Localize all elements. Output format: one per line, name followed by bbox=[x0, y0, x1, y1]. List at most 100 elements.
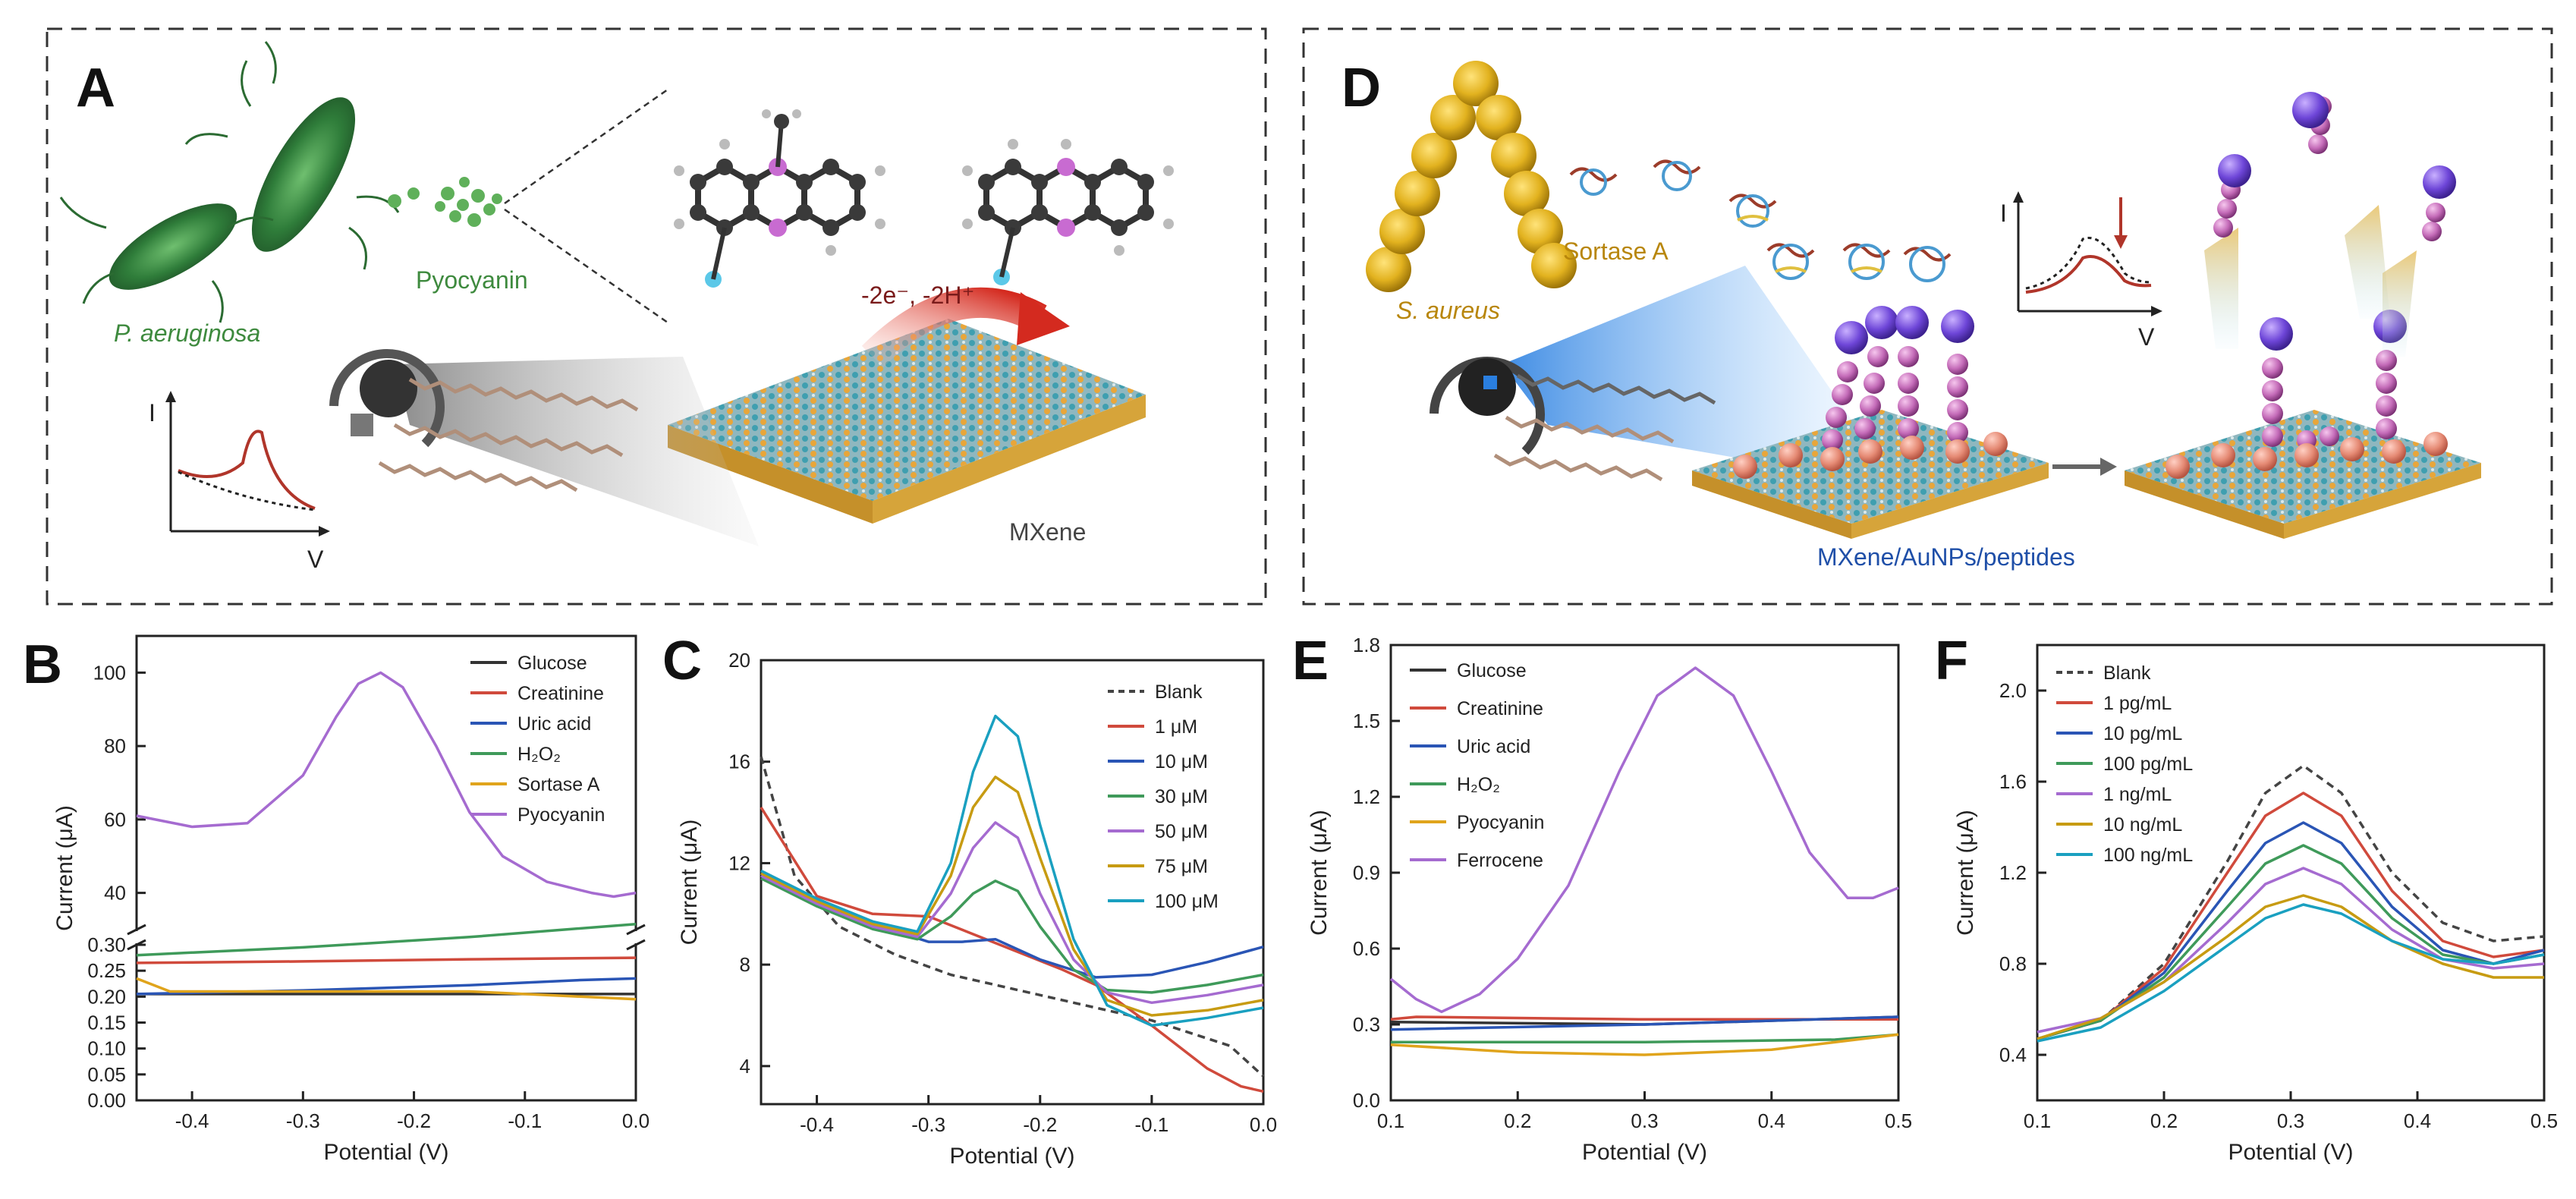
chart-f: F 0.1 0.2 0.3 0.4 0.5 Potential (V) Current (μ… bbox=[1935, 631, 2558, 1165]
s-aureus-illustration bbox=[1366, 61, 1577, 292]
electrode-wires-a bbox=[378, 377, 639, 493]
y-axis-label: Current (μA) bbox=[1307, 810, 1332, 936]
legend-item: 75 μM bbox=[1155, 856, 1208, 877]
x-tick-label: 0.3 bbox=[2277, 1109, 2304, 1132]
legend-item: Ferrocene bbox=[1457, 850, 1543, 871]
panel-letter-b: B bbox=[23, 634, 62, 695]
series-line bbox=[136, 977, 637, 1001]
x-tick-label: 0.5 bbox=[1885, 1109, 1912, 1132]
series-line bbox=[760, 876, 1264, 994]
inset-a-x-label: V bbox=[307, 546, 324, 573]
legend-item: 1 ng/mL bbox=[2103, 784, 2172, 805]
inset-d-x-label: V bbox=[2138, 323, 2155, 351]
y-tick-label: 0.30 bbox=[87, 933, 126, 956]
series-line bbox=[760, 821, 1264, 1005]
legend-item: H₂O₂ bbox=[1457, 774, 1500, 795]
label-reaction: -2e⁻, -2H⁺ bbox=[861, 282, 974, 309]
series-line bbox=[2037, 903, 2545, 1043]
electrode-icon-a bbox=[329, 349, 445, 448]
series-line bbox=[760, 756, 1265, 1078]
series-line bbox=[2037, 764, 2545, 1040]
x-tick-label: -0.4 bbox=[800, 1113, 834, 1136]
label-pyocyanin: Pyocyanin bbox=[416, 266, 528, 294]
x-axis-label: Potential (V) bbox=[949, 1144, 1074, 1169]
panel-a: A P. aeruginosa Pyocyanin bbox=[46, 27, 1267, 606]
x-tick-label: 0.0 bbox=[622, 1109, 650, 1132]
y-tick-label: 1.8 bbox=[1353, 634, 1380, 656]
series-line bbox=[2037, 844, 2545, 1040]
y-tick-label: 4 bbox=[740, 1055, 750, 1078]
x-tick-label: 0.4 bbox=[1758, 1109, 1785, 1132]
series-line bbox=[1391, 1033, 1899, 1044]
series-line bbox=[1390, 1033, 1899, 1056]
axis-break-gap-right bbox=[630, 931, 642, 943]
signal-beam-a bbox=[395, 357, 759, 546]
legend-item: Blank bbox=[1155, 681, 1203, 703]
label-s-aureus: S. aureus bbox=[1396, 297, 1500, 324]
y-tick-label: 1.5 bbox=[1353, 710, 1380, 732]
legend-item: 10 μM bbox=[1155, 751, 1208, 773]
x-tick-label: -0.4 bbox=[175, 1109, 209, 1132]
inset-a-y-label: I bbox=[149, 399, 156, 426]
x-tick-label: -0.1 bbox=[508, 1109, 542, 1132]
legend-item: 100 ng/mL bbox=[2103, 845, 2193, 866]
oxidation-arrow bbox=[861, 287, 1047, 368]
y-tick-label: 8 bbox=[740, 953, 750, 976]
y-tick-label: 100 bbox=[93, 661, 126, 684]
chart-b: B -0.4 -0.3 -0.2 -0.1 0.0 Potential (V) Curren… bbox=[23, 634, 650, 1165]
x-tick-label: -0.3 bbox=[911, 1113, 945, 1136]
peptide-chains-left bbox=[1822, 346, 1968, 451]
axis-break-mark bbox=[626, 939, 646, 951]
y-tick-label: 40 bbox=[104, 882, 126, 905]
legend-item: Creatinine bbox=[1457, 698, 1543, 719]
x-tick-label: -0.3 bbox=[286, 1109, 320, 1132]
p-aeruginosa-bacteria-illustration bbox=[59, 41, 400, 323]
y-tick-label: 20 bbox=[728, 649, 750, 672]
legend-item: 1 pg/mL bbox=[2103, 693, 2172, 714]
chart-c: C -0.4 -0.3 -0.2 -0.1 0.0 Potential (V) Curren… bbox=[662, 631, 1277, 1169]
y-tick-label: 1.6 bbox=[1999, 770, 2027, 793]
legend-item: Pyocyanin bbox=[1457, 812, 1544, 833]
zoom-line-top bbox=[504, 88, 668, 205]
pyocyanin-particles bbox=[388, 177, 502, 227]
panel-letter-f: F bbox=[1935, 631, 1968, 691]
series-line bbox=[1389, 666, 1899, 1014]
legend-item: Uric acid bbox=[1457, 736, 1530, 757]
sortase-a-proteins bbox=[1569, 159, 1952, 282]
y-tick-label: 0.00 bbox=[87, 1089, 126, 1112]
y-tick-label: 80 bbox=[104, 735, 126, 757]
legend-item: 30 μM bbox=[1155, 786, 1208, 807]
y-tick-label: 16 bbox=[728, 751, 750, 773]
x-tick-label: -0.1 bbox=[1134, 1113, 1168, 1136]
panel-d: D S. aureus Sortase A bbox=[1302, 27, 2553, 606]
y-axis-label: Current (μA) bbox=[1953, 810, 1978, 936]
series-line bbox=[2037, 791, 2545, 1040]
y-tick-label: 0.9 bbox=[1353, 861, 1380, 884]
series-line bbox=[1390, 1015, 1899, 1031]
y-tick-label: 1.2 bbox=[1999, 861, 2027, 884]
cleaved-peptides-right bbox=[2262, 350, 2397, 450]
x-tick-label: 0.0 bbox=[1250, 1113, 1277, 1136]
x-axis-label: Potential (V) bbox=[323, 1140, 448, 1165]
y-tick-label: 0.05 bbox=[87, 1063, 126, 1086]
series-line bbox=[760, 806, 1264, 1094]
x-tick-label: 0.1 bbox=[1377, 1109, 1404, 1132]
legend-item: 10 ng/mL bbox=[2103, 814, 2182, 836]
y-tick-label: 60 bbox=[104, 808, 126, 831]
y-tick-label: 0.6 bbox=[1353, 937, 1380, 960]
panel-letter-c: C bbox=[662, 631, 702, 691]
series-line bbox=[760, 776, 1264, 1017]
panel-d-frame bbox=[1302, 27, 2553, 606]
oxidation-arrowhead bbox=[1017, 292, 1070, 345]
inset-d-y-label: I bbox=[2000, 200, 2007, 227]
series-line bbox=[136, 956, 637, 965]
y-tick-label: 1.2 bbox=[1353, 785, 1380, 808]
x-tick-label: -0.2 bbox=[397, 1109, 431, 1132]
panel-letter-d: D bbox=[1341, 58, 1381, 118]
label-sortase-a: Sortase A bbox=[1563, 238, 1669, 265]
legend-item: 1 μM bbox=[1155, 716, 1197, 738]
legend-item: Blank bbox=[2103, 662, 2151, 684]
electrode-wires-d bbox=[1493, 373, 1716, 482]
chart-c-frame bbox=[760, 659, 1265, 1106]
